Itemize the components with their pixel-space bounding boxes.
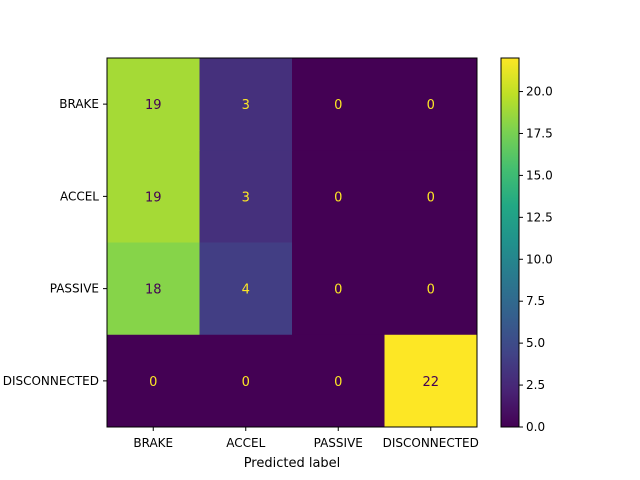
cell-value-label: 19 [145,98,162,113]
cell-value-label: 0 [427,190,435,205]
colorbar-tick-label: 20.0 [526,85,553,99]
heatmap-cells [107,58,478,428]
cell-value-label: 19 [145,190,162,205]
heatmap-cell [384,58,478,151]
heatmap-cell [199,242,293,336]
cell-value-label: 3 [242,98,250,113]
y-tick-label: BRAKE [59,97,99,111]
cell-value-label: 3 [242,190,250,205]
heatmap-cell [107,242,200,336]
heatmap-cell [199,334,293,428]
cell-value-label: 0 [334,375,342,390]
cell-value-label: 0 [242,375,250,390]
cell-value-label: 0 [427,283,435,298]
heatmap-cell [107,150,200,243]
heatmap-cell [292,58,385,151]
heatmap-cell [107,334,200,428]
x-tick-label: DISCONNECTED [383,436,479,450]
heatmap-cell [199,58,293,151]
heatmap-cell [384,334,478,428]
colorbar-tick-label: 0.0 [526,420,545,434]
cell-value-label: 0 [334,190,342,205]
y-tick-label: DISCONNECTED [3,374,99,388]
y-tick-label: PASSIVE [50,282,99,296]
x-axis-ticks: BRAKE ACCEL PASSIVE DISCONNECTED [133,427,479,450]
colorbar: 0.0 2.5 5.0 7.5 10.0 12.5 15.0 17.5 20.0 [500,57,553,434]
heatmap-cell [384,242,478,336]
colorbar-frame [500,57,520,428]
y-tick-label: ACCEL [60,189,99,203]
cell-value-labels: 19 3 0 0 19 3 0 0 18 4 0 0 0 0 0 22 [145,98,439,390]
cell-value-label: 0 [149,375,157,390]
heatmap-cell [292,334,385,428]
cell-value-label: 0 [334,98,342,113]
y-axis-ticks: BRAKE ACCEL PASSIVE DISCONNECTED [3,97,107,388]
colorbar-tick-label: 10.0 [526,252,553,266]
colorbar-tick-label: 7.5 [526,294,545,308]
colorbar-tick-label: 2.5 [526,378,545,392]
colorbar-tick-label: 12.5 [526,210,553,224]
colorbar-tick-label: 5.0 [526,336,545,350]
colorbar-tick-label: 17.5 [526,126,553,140]
heatmap-cell [292,242,385,336]
cell-value-label: 0 [427,98,435,113]
heatmap-cell [292,150,385,243]
heatmap-cell [199,150,293,243]
colorbar-gradient [501,58,519,427]
heatmap-cell [384,150,478,243]
cell-value-label: 4 [242,283,250,298]
x-tick-label: ACCEL [226,436,265,450]
x-tick-label: BRAKE [133,436,173,450]
plot-frame [106,57,478,428]
cell-value-label: 0 [334,283,342,298]
cell-value-label: 22 [422,375,439,390]
x-axis-label: Predicted label [244,456,341,471]
heatmap-cell [107,58,200,151]
cell-value-label: 18 [145,283,162,298]
colorbar-tick-label: 15.0 [526,168,553,182]
x-tick-label: PASSIVE [314,436,363,450]
